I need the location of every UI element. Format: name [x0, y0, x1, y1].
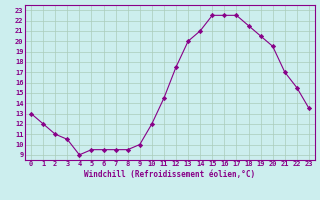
X-axis label: Windchill (Refroidissement éolien,°C): Windchill (Refroidissement éolien,°C) — [84, 170, 256, 179]
